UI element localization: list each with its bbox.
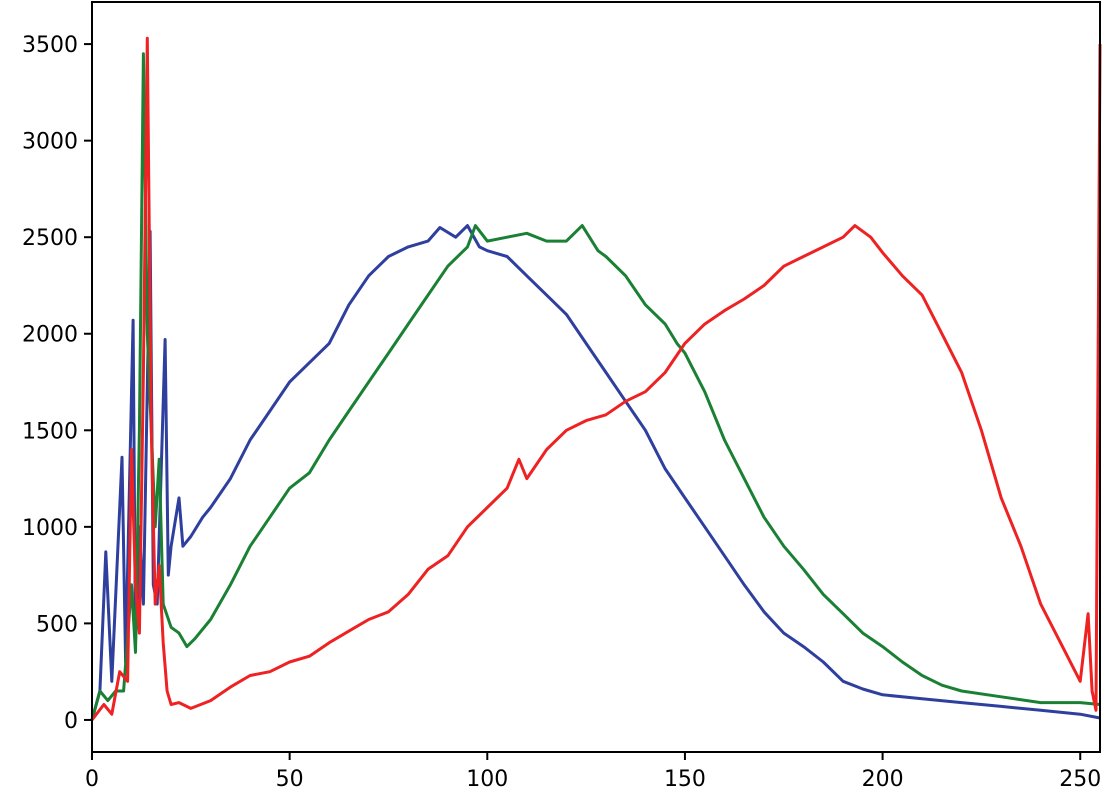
series-line-1 xyxy=(90,52,1101,721)
y-tick-label: 0 xyxy=(64,709,78,734)
series-line-0 xyxy=(90,224,1101,721)
y-tick-label: 2000 xyxy=(22,323,78,348)
x-tick-label: 50 xyxy=(276,767,304,792)
y-tick-label: 1500 xyxy=(22,419,78,444)
x-tick-label: 150 xyxy=(664,767,706,792)
y-tick-label: 3500 xyxy=(22,33,78,58)
x-tick-label: 200 xyxy=(862,767,904,792)
x-tick-label: 0 xyxy=(85,767,99,792)
plot-frame xyxy=(91,1,1101,753)
y-axis: 0 500 1000 1500 2000 2500 3000 3500 xyxy=(22,33,92,734)
y-tick-label: 2500 xyxy=(22,226,78,251)
y-tick-label: 3000 xyxy=(22,130,78,155)
y-tick-label: 1000 xyxy=(22,516,78,541)
series-line-2 xyxy=(90,36,1102,721)
y-tick-label: 500 xyxy=(36,612,78,637)
x-tick-label: 100 xyxy=(466,767,508,792)
x-axis: 0 50 100 150 200 250 xyxy=(85,752,1101,792)
series-layer xyxy=(90,36,1102,721)
x-tick-label: 250 xyxy=(1059,767,1101,792)
